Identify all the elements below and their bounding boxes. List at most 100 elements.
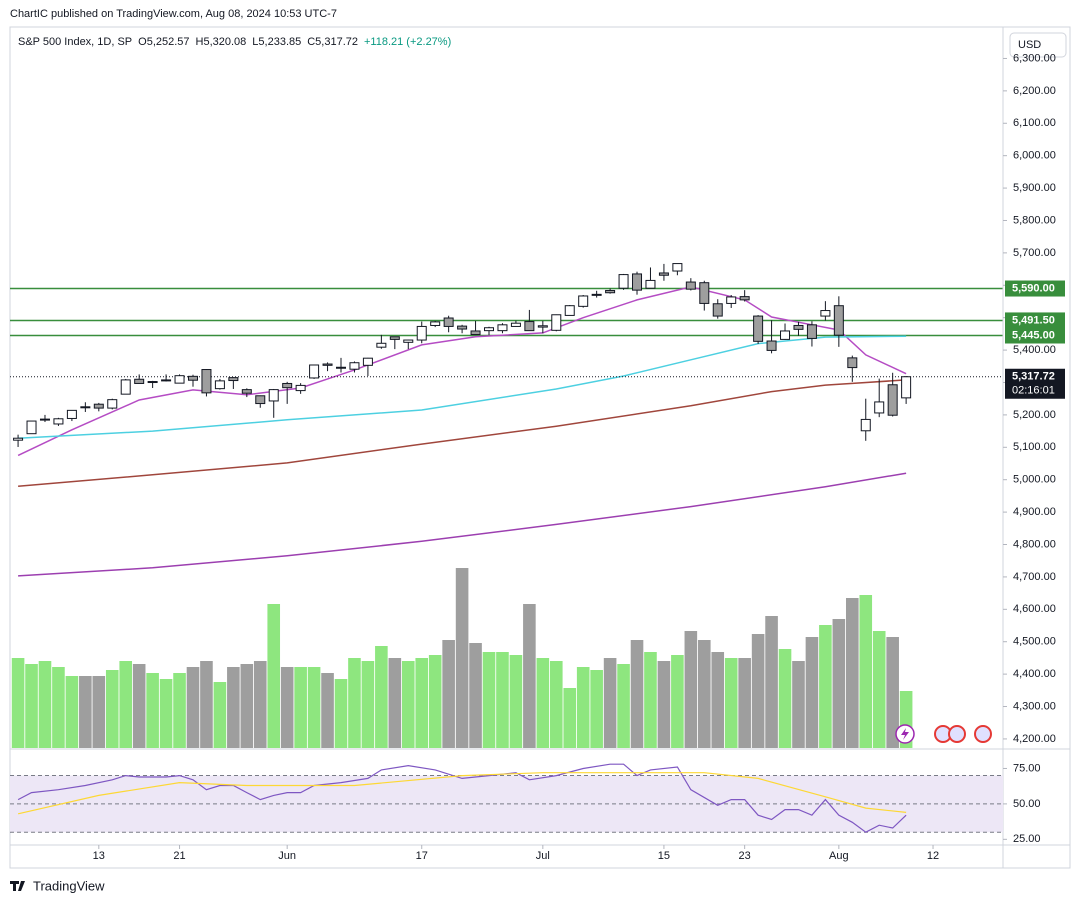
y-tick-label: 5,100.00 bbox=[1013, 441, 1056, 453]
legend-value: +118.21 (+2.27%) bbox=[364, 36, 451, 48]
candle-body bbox=[632, 273, 643, 291]
candle-body bbox=[524, 321, 535, 332]
volume-bar bbox=[792, 661, 805, 748]
candle-body bbox=[403, 339, 414, 343]
volume-bar bbox=[361, 661, 375, 748]
volume-bar bbox=[738, 658, 751, 748]
volume-bar bbox=[469, 643, 482, 748]
candle-body bbox=[443, 317, 454, 327]
candle-body bbox=[309, 364, 320, 379]
flag-icon[interactable] bbox=[948, 725, 966, 743]
y-tick-label: 4,300.00 bbox=[1013, 700, 1056, 712]
volume-bar bbox=[267, 604, 281, 748]
volume-bar bbox=[173, 673, 186, 748]
volume-bar bbox=[348, 658, 361, 748]
candle-body bbox=[901, 376, 912, 399]
candle-body bbox=[93, 403, 104, 409]
candle-body bbox=[712, 303, 723, 317]
volume-bar bbox=[240, 664, 254, 748]
moving-average bbox=[18, 472, 907, 577]
y-tick-label: 4,900.00 bbox=[1013, 506, 1056, 518]
footer-brand: TradingView bbox=[33, 878, 105, 893]
y-tick-label: 6,200.00 bbox=[1013, 85, 1056, 97]
currency[interactable]: USD bbox=[1018, 39, 1041, 51]
volume-bar bbox=[523, 604, 536, 748]
rsi-tick-label: 50.00 bbox=[1013, 798, 1041, 810]
x-tick-label: 13 bbox=[93, 850, 105, 862]
volume-bar bbox=[388, 658, 402, 748]
last-price-label: 5,317.72 bbox=[1012, 371, 1055, 383]
volume-bar bbox=[186, 667, 200, 748]
candle-body bbox=[766, 340, 777, 351]
volume-bar bbox=[805, 637, 819, 748]
plot bbox=[10, 263, 1003, 748]
candle-body bbox=[201, 369, 212, 394]
volume-bar bbox=[617, 664, 630, 748]
legend-value: C5,317.72 bbox=[307, 36, 358, 48]
x-tick-label: Aug bbox=[829, 850, 849, 862]
volume-bar bbox=[859, 595, 873, 748]
volume-bar bbox=[227, 667, 240, 748]
y-tick-label: 6,000.00 bbox=[1013, 150, 1056, 162]
x-tick-label: 12 bbox=[927, 850, 939, 862]
candle-body bbox=[874, 401, 885, 414]
volume-bar bbox=[65, 676, 79, 748]
volume-bar bbox=[509, 655, 523, 748]
candle-body bbox=[282, 382, 293, 389]
candle-body bbox=[322, 363, 333, 366]
candle-body bbox=[174, 375, 185, 384]
candle-body bbox=[470, 330, 481, 336]
level-label-box bbox=[1005, 280, 1065, 297]
candle-body bbox=[780, 330, 791, 340]
legend-value: H5,320.08 bbox=[196, 36, 247, 48]
publisher: ChartIC published on TradingView.com, Au… bbox=[10, 8, 337, 20]
volume-bar bbox=[778, 649, 792, 748]
volume-bar bbox=[765, 616, 778, 748]
y-tick-label: 4,700.00 bbox=[1013, 571, 1056, 583]
candle-body bbox=[268, 389, 279, 402]
volume-bar bbox=[375, 646, 388, 748]
volume-bar bbox=[482, 652, 496, 748]
candle-body bbox=[336, 366, 346, 369]
candle-body bbox=[793, 324, 804, 330]
candle-body bbox=[161, 379, 172, 382]
volume-bar bbox=[590, 670, 603, 748]
currency-button[interactable] bbox=[1009, 32, 1067, 58]
volume-bar bbox=[496, 652, 509, 748]
level-label: 5,590.00 bbox=[1012, 282, 1055, 294]
flag-icon[interactable] bbox=[974, 725, 992, 743]
legend-value: L5,233.85 bbox=[252, 36, 301, 48]
countdown: 02:16:01 bbox=[1012, 385, 1055, 397]
candle-body bbox=[753, 315, 764, 342]
volume-bar bbox=[146, 673, 159, 748]
volume-bar bbox=[428, 655, 442, 748]
candle-body bbox=[362, 357, 373, 366]
y-tick-label: 4,800.00 bbox=[1013, 538, 1056, 550]
candle-body bbox=[645, 279, 656, 289]
volume-bar bbox=[105, 670, 119, 748]
volume-bar bbox=[92, 676, 106, 748]
volume-bar bbox=[132, 664, 146, 748]
candle-body bbox=[349, 362, 360, 370]
y-tick-label: 5,900.00 bbox=[1013, 182, 1056, 194]
candle-body bbox=[389, 336, 400, 340]
volume-bar bbox=[563, 688, 577, 748]
candle-body bbox=[416, 325, 427, 341]
volume-bar bbox=[751, 634, 765, 748]
volume-bar bbox=[549, 661, 563, 748]
volume-bar bbox=[846, 598, 859, 748]
candle-body bbox=[564, 305, 575, 316]
candle-body bbox=[672, 263, 683, 272]
volume-bar bbox=[886, 637, 899, 748]
candle-body bbox=[457, 325, 468, 330]
candle-body bbox=[13, 437, 24, 441]
legend-value: O5,252.57 bbox=[138, 36, 189, 48]
volume-bar bbox=[79, 676, 92, 748]
candle-body bbox=[847, 357, 858, 369]
volume-bar bbox=[159, 679, 173, 748]
moving-average bbox=[18, 379, 907, 487]
candle-body bbox=[430, 321, 441, 326]
volume-bar bbox=[832, 619, 846, 748]
